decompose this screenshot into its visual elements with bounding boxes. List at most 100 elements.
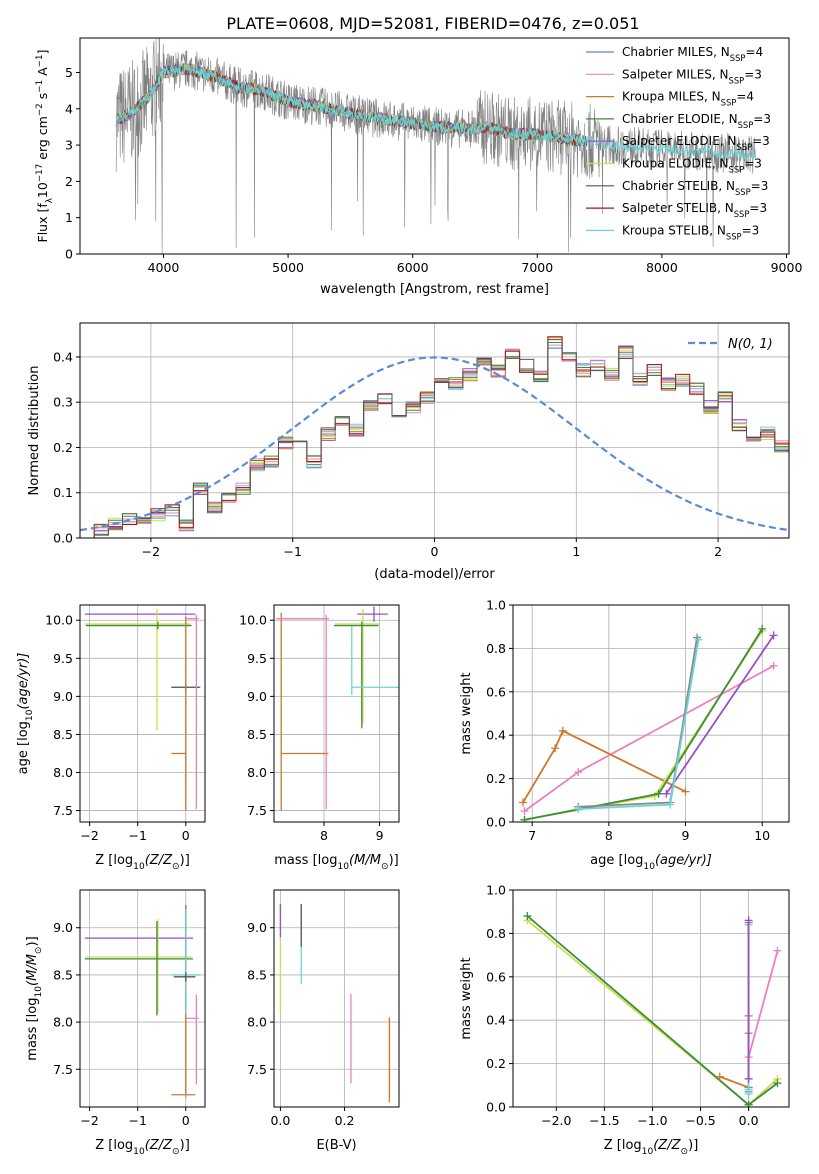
legend-entry-label-part: Salpeter MILES, N — [622, 67, 729, 81]
legend-entry-label-part: Kroupa STELIB, N — [622, 223, 726, 237]
plus-marker — [758, 624, 767, 633]
x-tick-label: −2.0 — [541, 1113, 571, 1128]
legend-entry-label-part: SSP — [729, 165, 745, 175]
plus-marker — [666, 800, 675, 809]
x-tick-label: 9000 — [771, 260, 803, 275]
plot-mass_vs_EBV: 0.0 0.2 7.5 8.0 8.5 9.0 E(B-V) — [247, 889, 400, 1153]
x-axis-label-part: )] — [688, 1138, 698, 1153]
y-axis-label-part: 10 — [25, 709, 35, 721]
axes-frame — [273, 889, 400, 1108]
plot-area-mass_vs_Z — [80, 890, 205, 1107]
plus-marker — [744, 1074, 753, 1083]
x-axis-label-part: ⊙ — [172, 1147, 180, 1157]
y-tick-label: 9.0 — [247, 920, 267, 935]
x-tick-label: 0 — [431, 544, 439, 559]
plus-marker — [523, 912, 532, 921]
mass-weight-line — [578, 637, 698, 808]
x-tick-label: 9 — [682, 828, 690, 843]
axes-frame — [79, 37, 790, 255]
plus-marker — [769, 631, 778, 640]
x-tick-label: 7000 — [521, 260, 553, 275]
legend-entry-label-part: Salpeter ELODIE, N — [622, 134, 736, 148]
mass-weight-line — [522, 729, 686, 803]
y-tick-label: 0.2 — [486, 1056, 506, 1071]
plot-area-residual_histogram — [80, 323, 789, 538]
x-axis-label-part: )] — [180, 853, 190, 868]
y-tick-label: 9.0 — [53, 689, 73, 704]
y-axis-label: mass weight — [459, 957, 474, 1039]
x-axis-label: Z [log10(Z/Z⊙)] — [95, 1138, 190, 1157]
legend-entry-label-part: Chabrier MILES, N — [622, 45, 730, 59]
legend-entry-label-part: Chabrier STELIB, N — [622, 179, 735, 193]
axes-frame — [79, 889, 206, 1108]
plot-area-spectrum — [115, 38, 756, 254]
legend-entry-label: N(0, 1) — [728, 337, 773, 352]
x-tick-label: 8 — [320, 828, 328, 843]
legend-entry-label-part: =3 — [744, 67, 762, 81]
legend-entry-label-part: Kroupa ELODIE, N — [622, 157, 729, 171]
x-tick-label: −2 — [80, 1113, 98, 1128]
mass-weight-line — [665, 634, 775, 795]
x-axis-label-part: 10 — [642, 1147, 654, 1157]
legend-entry-label-part: Salpeter STELIB, N — [622, 201, 734, 215]
x-tick-label: −2 — [142, 544, 160, 559]
plus-marker — [518, 798, 527, 807]
y-tick-label: 9.5 — [53, 651, 73, 666]
legend-entry-label-part: Chabrier ELODIE, N — [622, 112, 738, 126]
y-axis-label: Normed distribution — [27, 366, 42, 496]
y-axis-label-part: )] — [25, 936, 40, 946]
y-tick-label: 8.0 — [53, 765, 73, 780]
legend-entry-label-part: =3 — [751, 179, 769, 193]
x-tick-label: −1 — [128, 828, 146, 843]
plus-marker — [769, 661, 778, 670]
y-axis-label: age [log10(age/yr)] — [16, 653, 35, 775]
histogram-step — [80, 339, 789, 538]
y-axis-label-part: ⊙ — [34, 946, 44, 954]
x-axis-label-part: (M/M — [349, 853, 381, 868]
plus-marker — [654, 789, 663, 798]
y-tick-label: 0.2 — [486, 771, 506, 786]
y-tick-label: 7.5 — [53, 1062, 73, 1077]
legend-entry-label-part: =3 — [742, 223, 760, 237]
y-tick-label: 10.0 — [239, 613, 267, 628]
x-axis-label: Z [log10(Z/Z⊙)] — [95, 853, 190, 872]
mass-weight-line — [747, 950, 779, 1058]
legend-entry-label-part: =3 — [753, 112, 771, 126]
histogram-step — [80, 336, 789, 538]
legend-entry-label-part: SSP — [726, 231, 742, 241]
legend-entry-label: Salpeter MILES, NSSP=3 — [622, 67, 762, 85]
model-line-kroupa-stelib — [115, 64, 756, 161]
y-tick-label: 1 — [65, 210, 73, 225]
x-tick-label: 10 — [754, 828, 770, 843]
y-axis-label-part: 10 — [34, 986, 44, 998]
x-tick-label: 4000 — [148, 260, 180, 275]
y-tick-label: 8.5 — [53, 727, 73, 742]
plot-residual_histogram: −2 −1 0 1 2 0.0 0.1 0.2 0.3 0.4 N(0, 1) (data-model… — [27, 322, 790, 582]
x-axis-label: (data-model)/error — [374, 567, 495, 582]
y-tick-label: 8.0 — [53, 1015, 73, 1030]
plus-marker — [574, 768, 583, 777]
y-tick-label: 7.5 — [247, 1062, 267, 1077]
y-tick-label: 5 — [65, 65, 73, 80]
y-axis-label: Flux [fλ10−17 erg cm−2 s−1 A−1] — [35, 50, 55, 243]
y-tick-label: 0.2 — [53, 440, 73, 455]
x-tick-label: 6000 — [397, 260, 429, 275]
mass-weight-line — [578, 639, 700, 810]
x-tick-label: −0.5 — [685, 1113, 715, 1128]
x-tick-label: 0.0 — [270, 1113, 290, 1128]
y-tick-label: 0.6 — [486, 684, 506, 699]
y-axis-label-part: erg cm — [35, 116, 50, 164]
x-axis-label-part: (Z/Z — [145, 853, 173, 868]
y-tick-label: 0.4 — [53, 349, 73, 364]
y-axis-label-part: A — [35, 67, 50, 80]
y-axis-label-part: (M/M — [25, 954, 40, 986]
y-axis-label: mass [log10(M/M⊙)] — [25, 936, 44, 1060]
axes-frame — [512, 889, 790, 1108]
legend-entry-label-part: SSP — [735, 187, 751, 197]
x-axis-label: wavelength [Angstrom, rest frame] — [320, 282, 549, 297]
mass-weight-line — [719, 1015, 750, 1089]
axes-frame — [79, 604, 206, 823]
legend-entry-label-part: SSP — [721, 98, 737, 108]
plot-area-massweight_vs_Z — [513, 890, 789, 1107]
y-tick-label: 9.5 — [247, 651, 267, 666]
